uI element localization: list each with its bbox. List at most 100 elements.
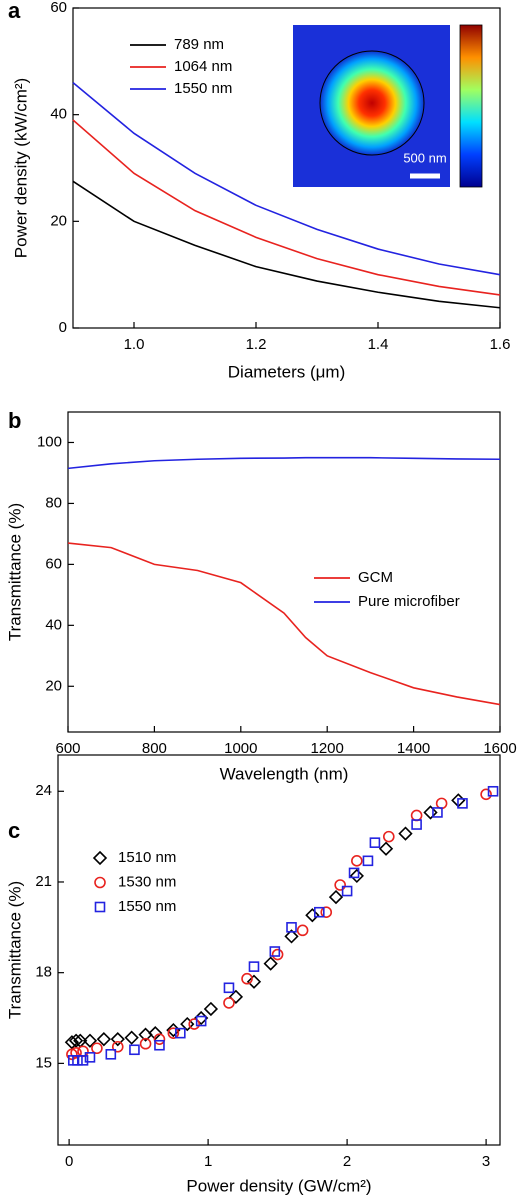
point: [284, 929, 299, 944]
y-tick-label: 0: [59, 319, 67, 336]
point: [68, 1033, 84, 1048]
y-axis-label: Power density (kW/cm²): [11, 78, 30, 258]
series-line: [67, 542, 501, 706]
point: [105, 1049, 117, 1060]
legend-label: Pure microfiber: [358, 593, 460, 610]
point: [248, 961, 260, 972]
point: [383, 830, 395, 843]
legend-label: 1530 nm: [118, 873, 176, 890]
point: [457, 798, 468, 809]
inset-fiber-edge: [319, 50, 425, 156]
point: [305, 908, 320, 923]
point: [334, 879, 346, 891]
x-tick-label: 800: [142, 740, 167, 757]
x-tick-label: 1.2: [246, 336, 267, 353]
y-tick-label: 21: [35, 873, 52, 890]
point: [203, 1001, 219, 1017]
x-tick-label: 0: [65, 1153, 73, 1170]
y-tick-label: 18: [35, 964, 52, 981]
point: [82, 1033, 98, 1048]
plot-frame: [72, 7, 501, 329]
point: [341, 885, 353, 897]
x-tick-label: 1400: [397, 740, 430, 757]
point: [349, 868, 364, 884]
legend-marker: [92, 850, 108, 866]
point: [228, 989, 244, 1004]
point: [110, 1032, 125, 1047]
x-tick-label: 1.6: [490, 336, 511, 353]
point: [320, 906, 333, 919]
panel-label: b: [8, 408, 21, 433]
legend-label: 1064 nm: [174, 58, 232, 75]
y-tick-label: 24: [35, 782, 52, 799]
legend-marker: [94, 901, 106, 913]
point: [286, 922, 297, 933]
point: [84, 1052, 96, 1063]
x-tick-label: 1000: [224, 740, 257, 757]
point: [348, 867, 360, 879]
point: [314, 906, 325, 918]
point: [362, 855, 374, 867]
x-tick-label: 1: [204, 1153, 212, 1170]
inset: 500 nm: [293, 24, 483, 188]
point: [77, 1045, 89, 1058]
plot-frame: [67, 411, 501, 733]
point: [64, 1035, 80, 1050]
scale-bar-label: 500 nm: [403, 150, 446, 165]
y-axis-label: Transmittance (%): [5, 503, 24, 641]
y-tick-label: 15: [35, 1054, 52, 1071]
point: [223, 982, 235, 994]
x-tick-label: 1600: [483, 740, 516, 757]
point: [328, 889, 344, 905]
point: [124, 1030, 139, 1045]
point: [91, 1042, 103, 1055]
point: [351, 855, 363, 867]
legend-label: 1550 nm: [174, 80, 232, 97]
series-line: [72, 180, 501, 309]
colorbar: [459, 24, 483, 188]
point: [369, 837, 381, 848]
inset-spot: [320, 51, 424, 155]
point: [246, 974, 262, 989]
y-axis-label: Transmittance (%): [5, 881, 24, 1019]
panel-label: c: [8, 818, 20, 843]
point: [175, 1027, 186, 1039]
legend-label: 789 nm: [174, 36, 224, 53]
point: [410, 809, 423, 822]
y-tick-label: 20: [45, 677, 62, 694]
legend-label: 1510 nm: [118, 849, 176, 866]
series-line: [72, 119, 501, 296]
legend-marker: [94, 876, 106, 889]
point: [487, 785, 499, 797]
x-tick-label: 1.0: [124, 336, 145, 353]
y-tick-label: 20: [50, 212, 67, 229]
point: [72, 1055, 83, 1066]
y-tick-label: 40: [50, 106, 67, 123]
point: [223, 997, 235, 1009]
y-tick-label: 100: [37, 433, 62, 450]
point: [271, 948, 284, 961]
point: [96, 1032, 111, 1047]
x-axis-label: Power density (GW/cm²): [186, 1176, 371, 1195]
legend-label: GCM: [358, 569, 393, 586]
y-tick-label: 60: [45, 555, 62, 572]
point: [423, 805, 438, 820]
x-tick-label: 600: [55, 740, 80, 757]
point: [153, 1033, 166, 1045]
series-line: [67, 456, 501, 470]
plot-frame: [57, 754, 501, 1146]
x-tick-label: 1.4: [368, 336, 389, 353]
y-tick-label: 40: [45, 616, 62, 633]
point: [378, 841, 394, 856]
point: [480, 788, 492, 801]
x-tick-label: 2: [343, 1153, 351, 1170]
point: [111, 1040, 124, 1053]
point: [269, 946, 281, 957]
point: [167, 1027, 180, 1039]
point: [296, 924, 309, 937]
point: [195, 1015, 207, 1027]
x-tick-label: 1200: [311, 740, 344, 757]
point: [154, 1039, 165, 1051]
panel-label: a: [8, 0, 21, 23]
